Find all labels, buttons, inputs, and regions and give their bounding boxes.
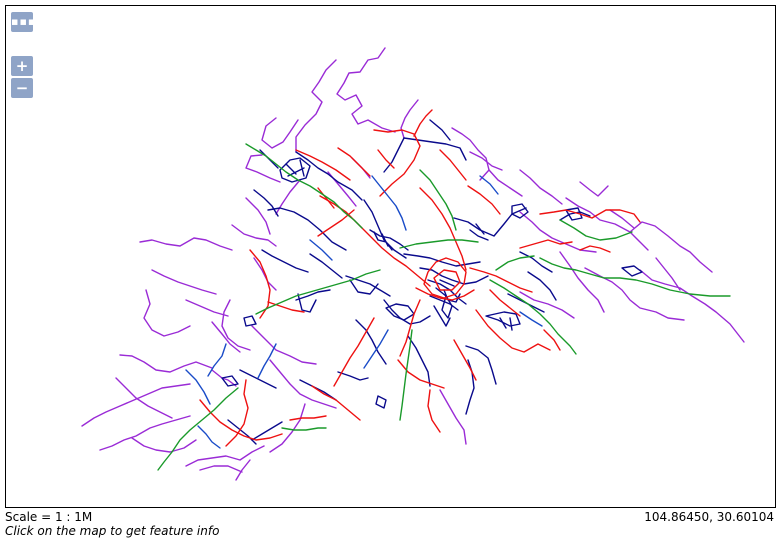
zoom-out-button[interactable]: − (11, 78, 33, 98)
feature-info-hint: Click on the map to get feature info (5, 524, 220, 538)
navy-roads-layer (221, 119, 643, 445)
road-network-map[interactable] (5, 5, 776, 508)
map-viewport[interactable] (5, 5, 776, 508)
green-roads-layer (157, 143, 731, 471)
scale-label: Scale = 1 : 1M (5, 510, 93, 524)
coordinates-readout: 104.86450, 30.60104 (644, 510, 774, 524)
zoom-in-button[interactable]: + (11, 56, 33, 76)
blue-roads-layer (185, 175, 543, 449)
layer-switcher-button[interactable]: ▪▪▪ (11, 12, 35, 32)
status-bar: Scale = 1 : 1M 104.86450, 30.60104 (5, 509, 774, 525)
red-roads-layer (199, 109, 641, 447)
violet-roads-layer (81, 47, 745, 481)
